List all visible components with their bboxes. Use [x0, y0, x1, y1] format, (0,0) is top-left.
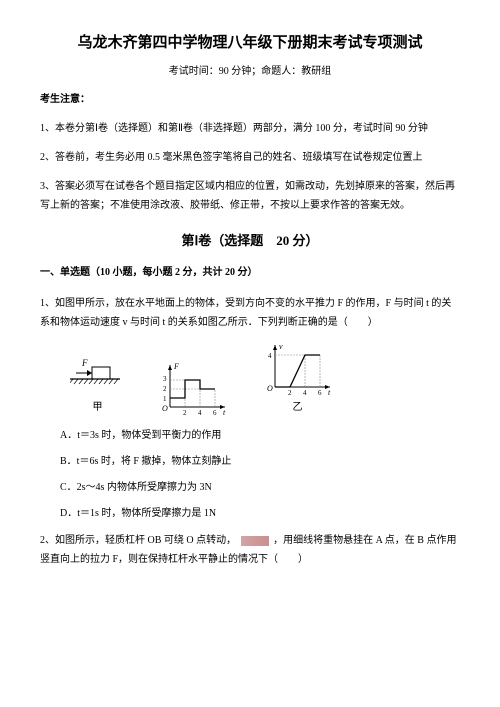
section-1-title: 第Ⅰ卷（选择题 20 分） — [40, 229, 460, 252]
svg-text:6: 6 — [213, 409, 217, 417]
notice-1: 1、本卷分第Ⅰ卷（选择题）和第Ⅱ卷（非选择题）两部分，满分 100 分，考试时间… — [40, 119, 460, 138]
svg-text:F: F — [81, 358, 88, 368]
chart-v-t: O t v 4 2 4 6 乙 — [260, 342, 335, 417]
question-type-1: 一、单选题（10 小题，每小题 2 分，共计 20 分） — [40, 264, 460, 282]
figure-jia-box: F 甲 — [70, 352, 125, 417]
svg-text:F: F — [173, 362, 179, 371]
exam-title: 乌龙木齐第四中学物理八年级下册期末考试专项测试 — [40, 30, 460, 57]
option-a: A．t＝3s 时，物体受到平衡力的作用 — [60, 427, 460, 445]
option-c: C．2s～4s 内物体所受摩擦力为 3N — [60, 479, 460, 497]
q2-before: 2、如图所示，轻质杠杆 OB 可绕 O 点转动， — [40, 535, 236, 546]
q2-blank-image — [241, 536, 269, 546]
svg-text:v: v — [279, 342, 283, 351]
svg-text:O: O — [267, 384, 273, 393]
question-2-stem: 2、如图所示，轻质杠杆 OB 可绕 O 点转动， ，用细线将重物悬挂在 A 点，… — [40, 531, 460, 569]
question-1-options: A．t＝3s 时，物体受到平衡力的作用 B．t＝6s 时，将 F 撤掉，物体立刻… — [60, 427, 460, 523]
figure-jia-label: 甲 — [70, 399, 125, 417]
svg-text:2: 2 — [288, 389, 292, 397]
svg-text:4: 4 — [198, 409, 202, 417]
option-d: D．t＝1s 时，物体所受摩擦力是 1N — [60, 505, 460, 523]
chart-v-t-svg: O t v 4 2 4 6 — [260, 342, 335, 397]
question-1-figures: F 甲 O t F 1 2 3 2 4 — [70, 342, 460, 417]
svg-text:t: t — [223, 408, 226, 417]
question-1-stem: 1、如图甲所示，放在水平地面上的物体，受到方向不变的水平推力 F 的作用，F 与… — [40, 294, 460, 332]
chart-f-t: O t F 1 2 3 2 4 6 — [155, 362, 230, 417]
svg-text:2: 2 — [183, 409, 187, 417]
svg-text:t: t — [328, 388, 331, 397]
notice-3: 3、答案必须写在试卷各个题目指定区域内相应的位置，如需改动，先划掉原来的答案，然… — [40, 177, 460, 215]
svg-text:3: 3 — [163, 375, 167, 383]
exam-subtitle: 考试时间：90 分钟；命题人：教研组 — [40, 63, 460, 81]
chart-f-t-svg: O t F 1 2 3 2 4 6 — [155, 362, 230, 417]
figure-yi-label: 乙 — [260, 399, 335, 417]
notice-header: 考生注意： — [40, 91, 460, 109]
svg-text:4: 4 — [268, 352, 272, 360]
option-b: B．t＝6s 时，将 F 撤掉，物体立刻静止 — [60, 453, 460, 471]
svg-text:2: 2 — [163, 385, 167, 393]
svg-text:6: 6 — [318, 389, 322, 397]
svg-text:1: 1 — [163, 395, 167, 403]
figure-jia-block: F — [70, 352, 125, 397]
notice-2: 2、答卷前，考生务必用 0.5 毫米黑色签字笔将自己的姓名、班级填写在试卷规定位… — [40, 148, 460, 167]
svg-text:4: 4 — [303, 389, 307, 397]
svg-text:O: O — [162, 404, 168, 413]
